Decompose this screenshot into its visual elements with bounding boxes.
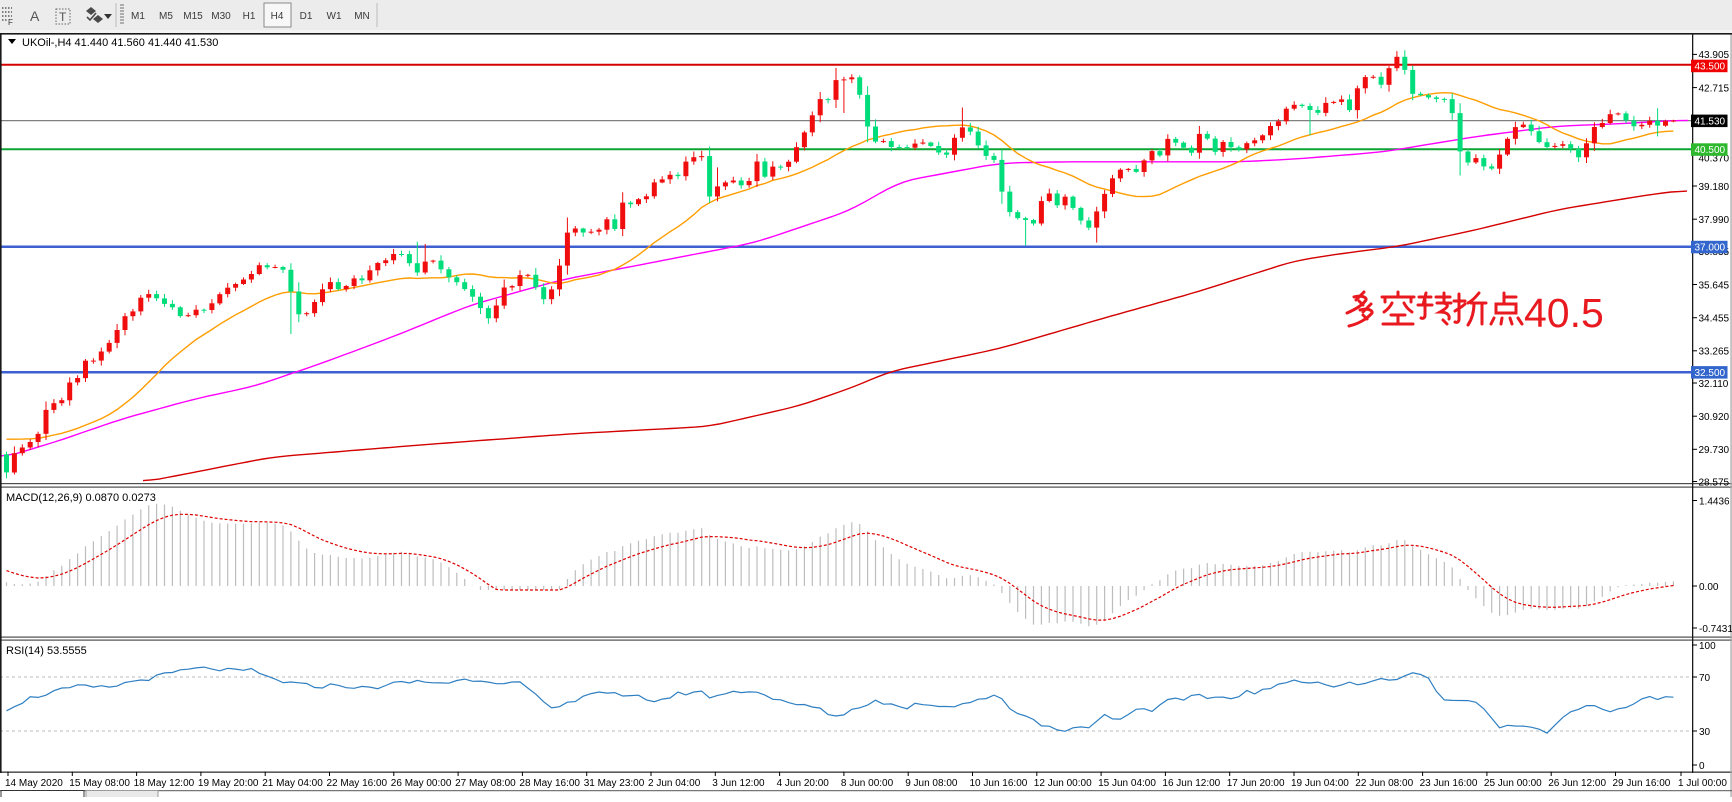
svg-text:70: 70	[1699, 673, 1711, 684]
svg-text:0: 0	[1699, 761, 1705, 772]
svg-text:39.180: 39.180	[1699, 182, 1730, 193]
svg-text:40.370: 40.370	[1699, 154, 1730, 165]
svg-text:14 May 2020: 14 May 2020	[5, 778, 63, 789]
svg-text:35.645: 35.645	[1699, 280, 1730, 291]
svg-text:T: T	[59, 10, 67, 24]
svg-text:25 Jun 00:00: 25 Jun 00:00	[1484, 778, 1542, 789]
svg-text:UKOil-,H4 41.440 41.560 41.44: UKOil-,H4 41.440 41.560 41.440 41.530	[22, 37, 218, 49]
svg-text:40.5: 40.5	[1524, 290, 1604, 336]
svg-text:22 Jun 08:00: 22 Jun 08:00	[1355, 778, 1413, 789]
svg-text:28 May 16:00: 28 May 16:00	[519, 778, 580, 789]
svg-text:31 May 23:00: 31 May 23:00	[584, 778, 645, 789]
svg-text:40.500: 40.500	[1695, 145, 1726, 156]
svg-text:15 May 08:00: 15 May 08:00	[69, 778, 130, 789]
svg-text:D1: D1	[300, 11, 313, 22]
svg-text:1.4436: 1.4436	[1699, 497, 1730, 508]
svg-text:43.905: 43.905	[1699, 50, 1730, 61]
svg-text:32.110: 32.110	[1699, 379, 1729, 390]
svg-text:28.575: 28.575	[1699, 477, 1730, 488]
svg-text:10 Jun 16:00: 10 Jun 16:00	[970, 778, 1028, 789]
svg-text:MN: MN	[354, 11, 370, 22]
svg-text:F: F	[8, 18, 13, 27]
svg-text:1 Jul 00:00: 1 Jul 00:00	[1678, 778, 1727, 789]
svg-text:34.455: 34.455	[1699, 314, 1730, 325]
svg-text:16 Jun 12:00: 16 Jun 12:00	[1162, 778, 1220, 789]
svg-text:22 May 16:00: 22 May 16:00	[327, 778, 388, 789]
svg-text:8 Jun 00:00: 8 Jun 00:00	[841, 778, 894, 789]
svg-text:23 Jun 16:00: 23 Jun 16:00	[1420, 778, 1478, 789]
svg-text:26 May 00:00: 26 May 00:00	[391, 778, 452, 789]
svg-text:RSI(14) 53.5555: RSI(14) 53.5555	[6, 645, 87, 657]
svg-text:100: 100	[1699, 641, 1716, 652]
svg-text:21 May 04:00: 21 May 04:00	[262, 778, 323, 789]
svg-text:19 Jun 04:00: 19 Jun 04:00	[1291, 778, 1349, 789]
svg-text:19 May 20:00: 19 May 20:00	[198, 778, 259, 789]
svg-text:32.500: 32.500	[1695, 368, 1726, 379]
svg-text:26 Jun 12:00: 26 Jun 12:00	[1548, 778, 1606, 789]
svg-text:29 Jun 16:00: 29 Jun 16:00	[1613, 778, 1671, 789]
svg-text:W1: W1	[327, 11, 342, 22]
svg-text:0.00: 0.00	[1699, 582, 1719, 593]
svg-text:43.500: 43.500	[1695, 62, 1726, 73]
svg-text:15 Jun 04:00: 15 Jun 04:00	[1098, 778, 1156, 789]
svg-text:37.990: 37.990	[1699, 215, 1730, 226]
svg-text:H1: H1	[243, 11, 256, 22]
svg-text:30: 30	[1699, 727, 1711, 738]
svg-text:30.920: 30.920	[1699, 412, 1730, 423]
svg-text:M1: M1	[131, 11, 145, 22]
svg-text:M15: M15	[183, 11, 203, 22]
svg-text:9 Jun 08:00: 9 Jun 08:00	[905, 778, 958, 789]
svg-text:3 Jun 12:00: 3 Jun 12:00	[712, 778, 765, 789]
svg-text:12 Jun 00:00: 12 Jun 00:00	[1034, 778, 1092, 789]
svg-text:-0.7431: -0.7431	[1699, 624, 1732, 635]
svg-text:4 Jun 20:00: 4 Jun 20:00	[777, 778, 830, 789]
svg-text:17 Jun 20:00: 17 Jun 20:00	[1227, 778, 1285, 789]
svg-text:27 May 08:00: 27 May 08:00	[455, 778, 516, 789]
svg-text:M5: M5	[159, 11, 173, 22]
svg-text:2 Jun 04:00: 2 Jun 04:00	[648, 778, 701, 789]
svg-text:M30: M30	[211, 11, 231, 22]
svg-text:29.730: 29.730	[1699, 445, 1730, 456]
svg-text:MACD(12,26,9) 0.0870 0.0273: MACD(12,26,9) 0.0870 0.0273	[6, 492, 156, 504]
svg-text:41.530: 41.530	[1695, 116, 1726, 127]
svg-text:37.000: 37.000	[1695, 243, 1726, 254]
svg-text:42.715: 42.715	[1699, 83, 1730, 94]
svg-text:33.265: 33.265	[1699, 347, 1730, 358]
svg-text:H4: H4	[271, 11, 284, 22]
svg-text:A: A	[30, 8, 40, 24]
svg-text:18 May 12:00: 18 May 12:00	[134, 778, 195, 789]
